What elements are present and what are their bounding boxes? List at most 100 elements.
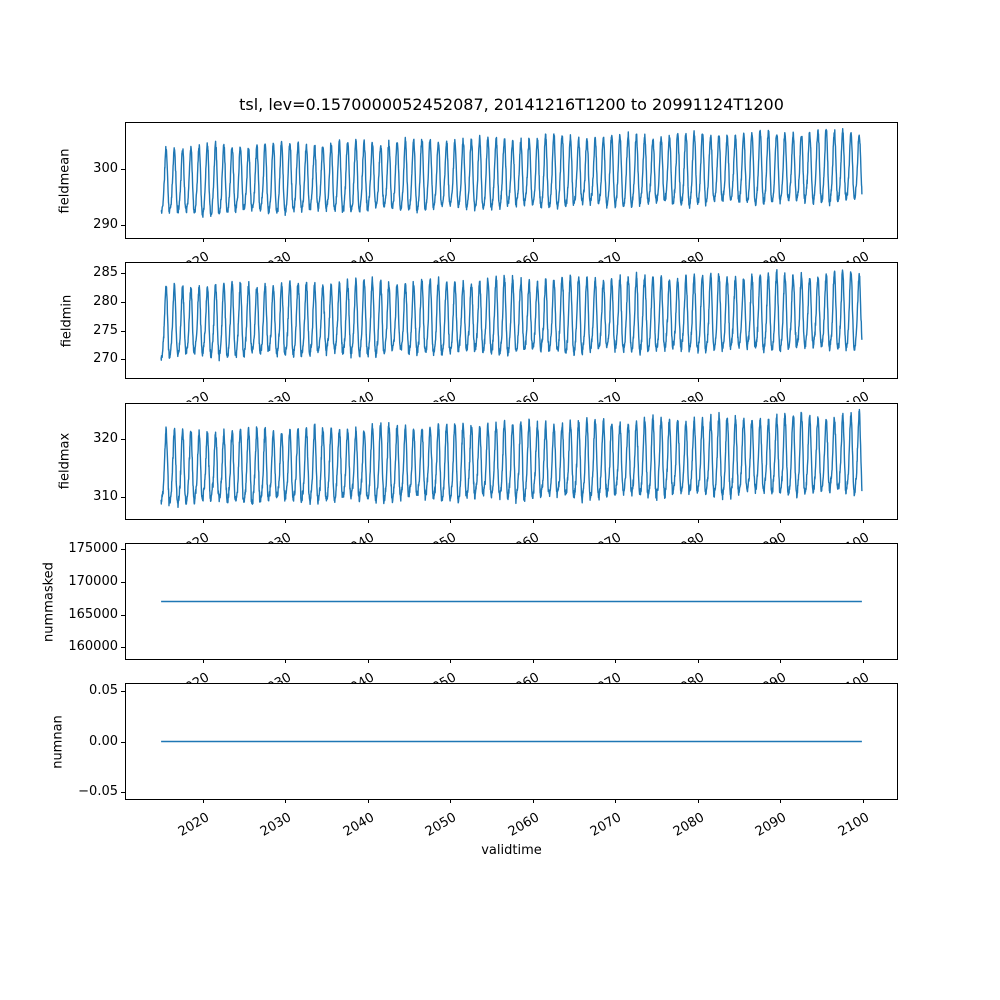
x-tick-mark	[780, 378, 782, 383]
x-tick-labels-clipped: 2020 2030 2040 2050 2060 2070 2080 2090 2100	[0, 239, 1000, 262]
y-tick-label: 275	[93, 322, 118, 338]
x-tick-mark	[202, 378, 204, 383]
x-tick-mark	[780, 518, 782, 523]
x-tick-mark	[862, 799, 864, 804]
y-tick-mark	[121, 647, 125, 649]
x-tick-mark	[780, 659, 782, 664]
x-tick-label: 2080	[670, 810, 707, 841]
x-tick-labels-row: 2020 2030 2040 2050 2060 2070 2080 2090 2100	[0, 800, 1000, 845]
x-tick-label: 2070	[588, 670, 624, 683]
x-tick-mark	[202, 659, 204, 664]
y-tick-label: 290	[93, 217, 118, 233]
y-tick-label: 170000	[68, 573, 118, 589]
x-tick-mark	[367, 518, 369, 523]
x-tick-label: 2100	[836, 249, 872, 262]
x-tick-label: 2020	[175, 530, 211, 543]
x-tick-mark	[697, 378, 699, 383]
x-tick-label: 2080	[671, 530, 707, 543]
x-tick-mark	[532, 238, 534, 242]
x-tick-label: 2100	[836, 670, 872, 683]
x-tick-label: 2030	[258, 530, 294, 543]
x-tick-mark	[285, 238, 287, 242]
line-series-fieldmax	[160, 408, 863, 508]
x-tick-mark	[532, 378, 534, 383]
x-tick-mark	[285, 799, 287, 804]
x-tick-mark	[367, 238, 369, 242]
chart-title: tsl, lev=0.1570000052452087, 20141216T12…	[239, 95, 784, 114]
y-tick-label: 280	[93, 293, 118, 309]
x-tick-label: 2050	[423, 389, 459, 402]
subplot-numnan: numnan −0.05 0.00 0.05	[51, 683, 898, 804]
x-tick-label: 2020	[175, 249, 211, 262]
x-tick-label: 2040	[341, 670, 377, 683]
y-tick-mark	[121, 273, 125, 275]
x-tick-mark	[367, 799, 369, 804]
subplot-fieldmax: fieldmax 310 320	[58, 402, 898, 523]
x-tick-mark	[697, 659, 699, 664]
x-tick-label: 2100	[836, 389, 872, 402]
line-series-fieldmin	[160, 269, 863, 362]
x-tick-label: 2030	[258, 670, 294, 683]
y-tick-mark	[121, 330, 125, 332]
x-tick-mark	[532, 659, 534, 664]
y-tick-mark	[121, 614, 125, 616]
line-series-nummasked	[161, 600, 862, 603]
series-polyline	[160, 127, 863, 218]
x-tick-mark	[367, 378, 369, 383]
x-tick-mark	[615, 518, 617, 523]
x-tick-label: 2050	[423, 249, 459, 262]
x-tick-label: 2080	[671, 249, 707, 262]
y-tick-label: 285	[93, 265, 118, 281]
x-tick-label: 2100	[835, 810, 872, 841]
x-tick-mark	[285, 518, 287, 523]
x-axis-label: validtime	[481, 843, 542, 858]
x-tick-label: 2040	[341, 249, 377, 262]
x-tick-mark	[202, 238, 204, 242]
x-tick-mark	[780, 799, 782, 804]
x-tick-mark	[450, 799, 452, 804]
x-tick-mark	[862, 518, 864, 523]
y-tick-label: −0.05	[78, 784, 118, 800]
line-series-numnan	[161, 741, 862, 743]
x-tick-label: 2060	[506, 530, 542, 543]
x-tick-mark	[862, 659, 864, 664]
y-tick-label: 320	[93, 431, 118, 447]
x-tick-label: 2070	[588, 530, 624, 543]
x-tick-label: 2080	[671, 389, 707, 402]
y-tick-mark	[121, 549, 125, 551]
subplot-fieldmin: fieldmin 270 275 280 285	[60, 262, 898, 383]
x-tick-labels-clipped: 2020 2030 2040 2050 2060 2070 2080 2090 2100	[0, 520, 1000, 543]
series-polyline	[160, 269, 863, 362]
x-tick-label: 2060	[505, 810, 542, 841]
x-tick-label: 2040	[340, 810, 377, 841]
x-tick-label: 2050	[423, 530, 459, 543]
x-tick-label: 2060	[506, 670, 542, 683]
y-tick-label: 0.05	[89, 683, 118, 699]
subplot-nummasked: nummasked 160000 165000 170000 175000	[42, 541, 898, 664]
x-tick-label: 2070	[588, 389, 624, 402]
y-tick-mark	[121, 225, 125, 227]
x-tick-label: 2060	[506, 249, 542, 262]
x-tick-labels-clipped: 2020 2030 2040 2050 2060 2070 2080 2090 2100	[0, 660, 1000, 683]
y-tick-mark	[121, 497, 125, 499]
y-tick-mark	[121, 301, 125, 303]
x-tick-label: 2020	[175, 810, 212, 841]
x-tick-mark	[285, 659, 287, 664]
x-tick-mark	[367, 659, 369, 664]
y-tick-mark	[121, 168, 125, 170]
x-tick-label: 2040	[341, 389, 377, 402]
x-tick-mark	[862, 378, 864, 383]
y-tick-label: 160000	[68, 639, 118, 655]
y-tick-label: 165000	[68, 606, 118, 622]
x-tick-mark	[450, 378, 452, 383]
x-tick-mark	[615, 378, 617, 383]
x-tick-label: 2090	[753, 810, 790, 841]
x-tick-label: 2050	[423, 670, 459, 683]
x-tick-mark	[697, 518, 699, 523]
x-tick-mark	[780, 238, 782, 242]
x-tick-mark	[532, 518, 534, 523]
x-tick-mark	[532, 799, 534, 804]
y-tick-mark	[121, 581, 125, 583]
x-tick-mark	[615, 238, 617, 242]
y-tick-label: 175000	[68, 541, 118, 557]
